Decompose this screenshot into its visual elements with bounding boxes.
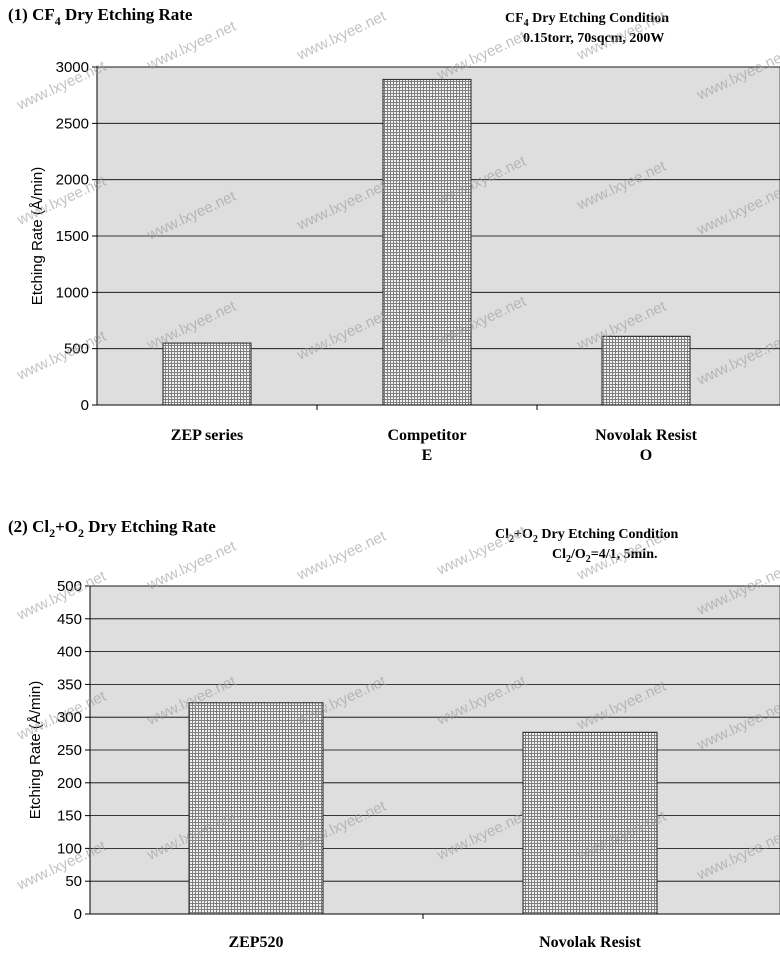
bar-1 [162, 342, 252, 406]
y-tick-label: 300 [57, 709, 82, 726]
x-category-label: Competitor E [387, 427, 466, 464]
watermark-text: www.lxyee.net [144, 17, 240, 74]
chart-2: (2) Cl2+O2 Dry Etching Rate Cl2+O2 Dry E… [8, 517, 780, 951]
y-tick-label: 200 [57, 775, 82, 792]
y-tick-label: 0 [74, 906, 82, 923]
watermark-text: www.lxyee.net [294, 527, 390, 584]
chart-1-title: (1) CF4 Dry Etching Rate [8, 5, 193, 28]
y-tick-label: 3000 [56, 59, 89, 76]
chart-1: (1) CF4 Dry Etching Rate CF4 Dry Etching… [8, 5, 780, 464]
chart-2-condition-line1: Cl2+O2 Dry Etching Condition [495, 527, 678, 545]
y-tick-label: 50 [65, 873, 82, 890]
chart-2-title: (2) Cl2+O2 Dry Etching Rate [8, 517, 216, 540]
bar-3 [601, 335, 691, 406]
chart-1-x-ticks [316, 405, 538, 410]
y-tick-label: 1500 [56, 228, 89, 245]
x-category-label: ZEP520 [228, 934, 283, 951]
watermark-text: www.lxyee.net [144, 537, 240, 594]
y-tick-label: 250 [57, 742, 82, 759]
y-tick-label: 350 [57, 676, 82, 693]
y-tick-label: 0 [81, 397, 89, 414]
y-tick-label: 100 [57, 840, 82, 857]
chart-1-y-ticks: 0 500 1000 1500 2000 2500 3000 [56, 59, 97, 414]
chart-1-bars [162, 78, 691, 406]
y-tick-label: 500 [64, 341, 89, 358]
x-category-label: Novolak Resist O [595, 427, 697, 464]
chart-1-condition-line2: 0.15torr, 70sqcm, 200W [523, 31, 664, 46]
chart-1-x-labels: ZEP series Competitor E Novolak Resist O [171, 427, 698, 464]
watermark-text: www.lxyee.net [14, 327, 110, 384]
x-category-label: ZEP series [171, 427, 243, 444]
chart-2-y-axis-label: Etching Rate (Å/min) [27, 681, 44, 819]
chart-2-condition-line2: Cl2/O2=4/1, 5min. [552, 547, 658, 565]
bar-1 [188, 702, 324, 915]
chart-2-x-labels: ZEP520 Novolak Resist [228, 934, 641, 951]
y-tick-label: 1000 [56, 284, 89, 301]
x-category-label: Novolak Resist [539, 934, 641, 951]
y-tick-label: 450 [57, 611, 82, 628]
watermark-text: www.lxyee.net [434, 522, 530, 579]
y-tick-label: 150 [57, 808, 82, 825]
watermark-text: www.lxyee.net [294, 7, 390, 64]
y-tick-label: 400 [57, 644, 82, 661]
chart-1-y-axis-label: Etching Rate (Å/min) [29, 167, 46, 305]
y-tick-label: 500 [57, 578, 82, 595]
chart-1-condition-line1: CF4 Dry Etching Condition [505, 11, 669, 29]
y-tick-label: 2500 [56, 115, 89, 132]
bar-2 [382, 78, 472, 406]
y-tick-label: 2000 [56, 172, 89, 189]
chart-2-y-ticks: 0 50 100 150 200 250 300 350 400 450 500 [57, 578, 90, 923]
